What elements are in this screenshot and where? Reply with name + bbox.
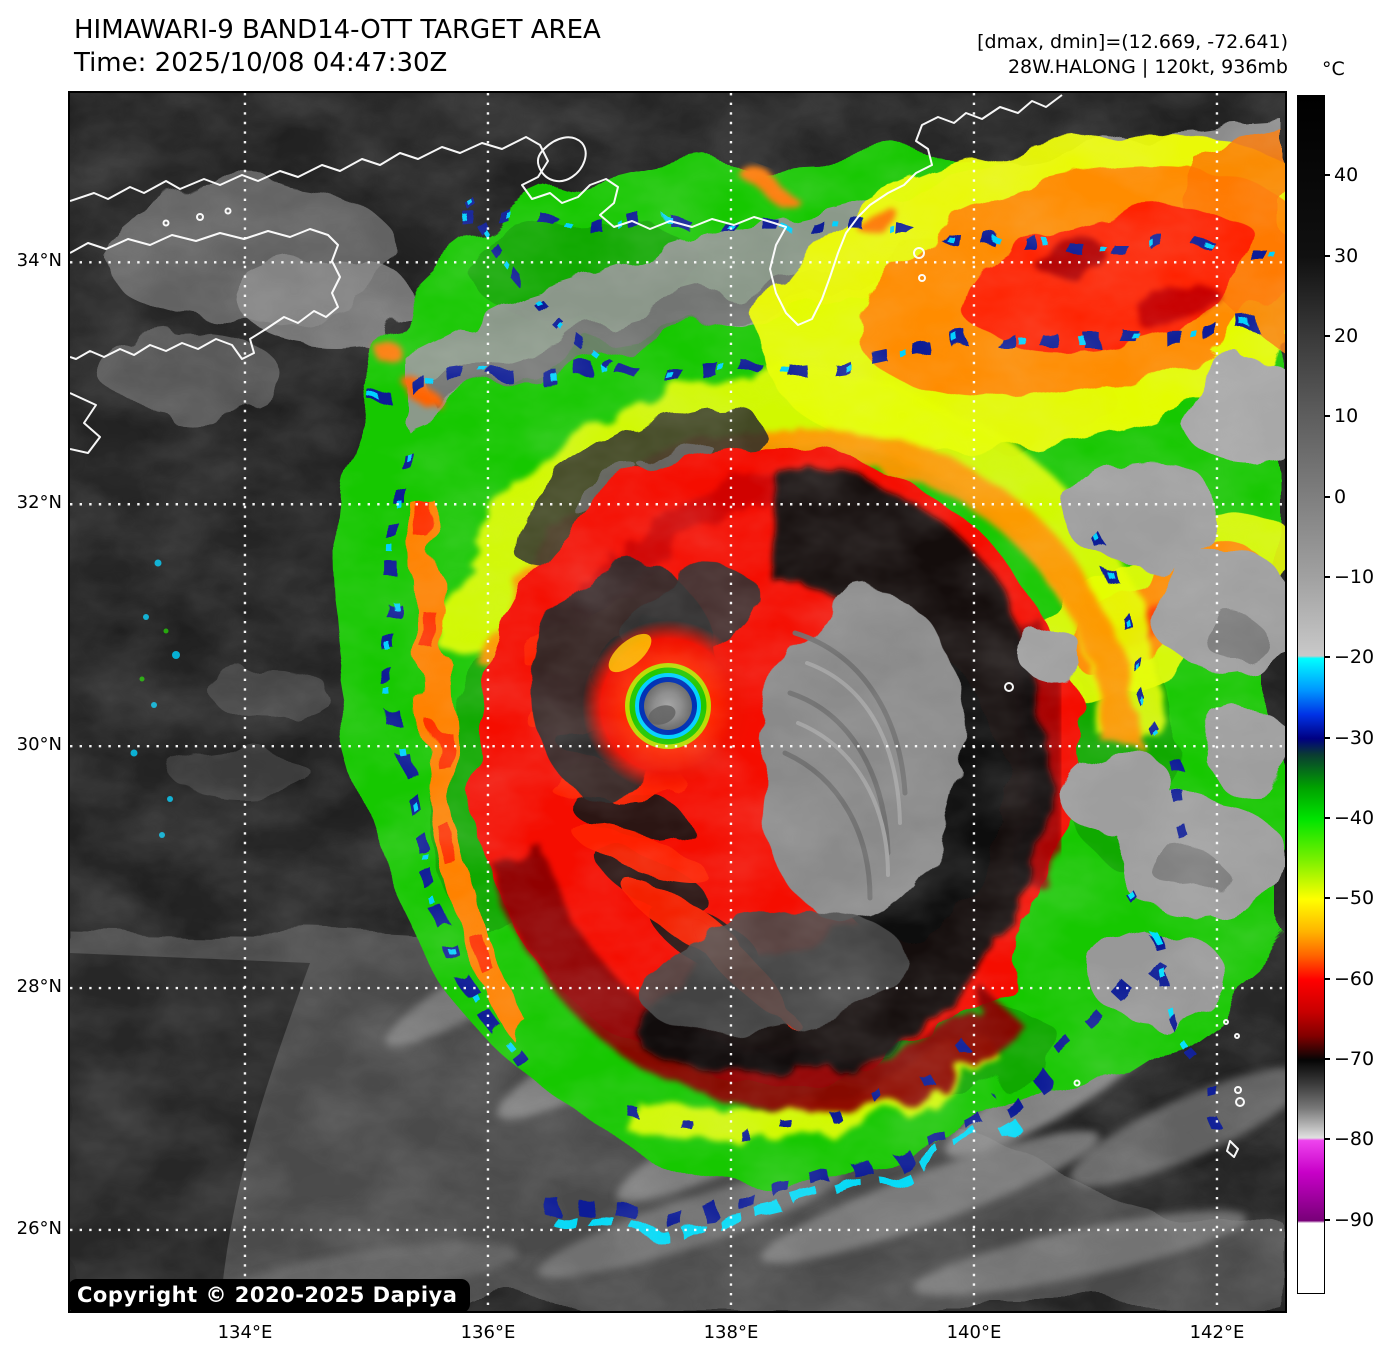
colorbar-unit-label: °C bbox=[1322, 58, 1345, 80]
colorbar-tick-label: −30 bbox=[1334, 726, 1375, 749]
cloud-texture-overlay bbox=[70, 93, 1285, 1311]
lon-tick-label: 142°E bbox=[1189, 1322, 1245, 1343]
lat-tick-label: 28°N bbox=[16, 976, 62, 998]
colorbar-tick-mark bbox=[1324, 1218, 1330, 1221]
page-title: HIMAWARI-9 BAND14-OTT TARGET AREA bbox=[74, 15, 601, 45]
lat-tick-label: 32°N bbox=[16, 492, 62, 514]
colorbar-tick-mark bbox=[1324, 415, 1330, 418]
longitude-axis: 134°E 136°E 138°E 140°E 142°E bbox=[70, 1320, 1285, 1350]
temperature-colorbar bbox=[1297, 95, 1325, 1294]
satellite-image bbox=[70, 93, 1285, 1311]
colorbar-tick-label: 30 bbox=[1334, 244, 1359, 267]
lon-tick-label: 140°E bbox=[946, 1322, 1002, 1343]
storm-info-annotation: 28W.HALONG | 120kt, 936mb bbox=[1007, 56, 1288, 78]
colorbar-tick-mark bbox=[1324, 1138, 1330, 1141]
lat-tick-label: 30°N bbox=[16, 734, 62, 756]
colorbar-tick-label: −60 bbox=[1334, 967, 1375, 990]
colorbar-tick-label: −10 bbox=[1334, 566, 1375, 588]
colorbar-tick-label: −70 bbox=[1334, 1048, 1375, 1071]
colorbar-tick-mark bbox=[1324, 174, 1330, 177]
colorbar-tick-label: 0 bbox=[1334, 485, 1347, 508]
title-block: HIMAWARI-9 BAND14-OTT TARGET AREA Time: … bbox=[74, 14, 601, 80]
lon-tick-label: 134°E bbox=[217, 1322, 273, 1343]
dmax-dmin-annotation: [dmax, dmin]=(12.669, -72.641) bbox=[977, 31, 1288, 53]
colorbar-tick-mark bbox=[1324, 897, 1330, 900]
colorbar-tick-label: −50 bbox=[1334, 887, 1375, 910]
colorbar-tick-mark bbox=[1324, 576, 1330, 578]
colorbar-tick-mark bbox=[1324, 1058, 1330, 1061]
map-plot-area: Copyright © 2020-2025 Dapiya bbox=[68, 91, 1287, 1313]
colorbar-tick-mark bbox=[1324, 817, 1330, 820]
lat-tick-label: 26°N bbox=[16, 1217, 62, 1239]
copyright-badge: Copyright © 2020-2025 Dapiya bbox=[68, 1279, 471, 1313]
colorbar-tick-label: 40 bbox=[1334, 164, 1359, 187]
colorbar-tick-label: 20 bbox=[1334, 325, 1359, 347]
colorbar-tick-label: −40 bbox=[1334, 807, 1375, 830]
lon-tick-label: 138°E bbox=[703, 1322, 759, 1343]
annotation-block: [dmax, dmin]=(12.669, -72.641) 28W.HALON… bbox=[977, 30, 1288, 80]
colorbar-tick-label: 10 bbox=[1334, 405, 1359, 428]
colorbar-tick-mark bbox=[1324, 656, 1330, 659]
colorbar-tick-mark bbox=[1324, 977, 1330, 980]
latitude-axis: 34°N 32°N 30°N 28°N 26°N bbox=[0, 93, 62, 1311]
colorbar-tick-mark bbox=[1324, 495, 1330, 498]
lat-tick-label: 34°N bbox=[16, 250, 62, 272]
coastlines bbox=[70, 94, 1245, 1158]
colorbar-tick-label: −80 bbox=[1334, 1128, 1375, 1151]
colorbar-tick-mark bbox=[1324, 335, 1330, 337]
timestamp: Time: 2025/10/08 04:47:30Z bbox=[74, 48, 448, 78]
colorbar-tick-mark bbox=[1324, 254, 1330, 257]
colorbar-tick-label: −90 bbox=[1334, 1208, 1375, 1231]
colorbar-tick-labels: 40 30 20 10 0 −10 −20 −30 −40 −50 −60 −70 −80 −90 bbox=[1334, 95, 1390, 1292]
lon-tick-label: 136°E bbox=[460, 1322, 516, 1343]
gridlines bbox=[70, 93, 1285, 1311]
colorbar-tick-mark bbox=[1324, 736, 1330, 739]
colorbar-tick-label: −20 bbox=[1334, 646, 1375, 669]
